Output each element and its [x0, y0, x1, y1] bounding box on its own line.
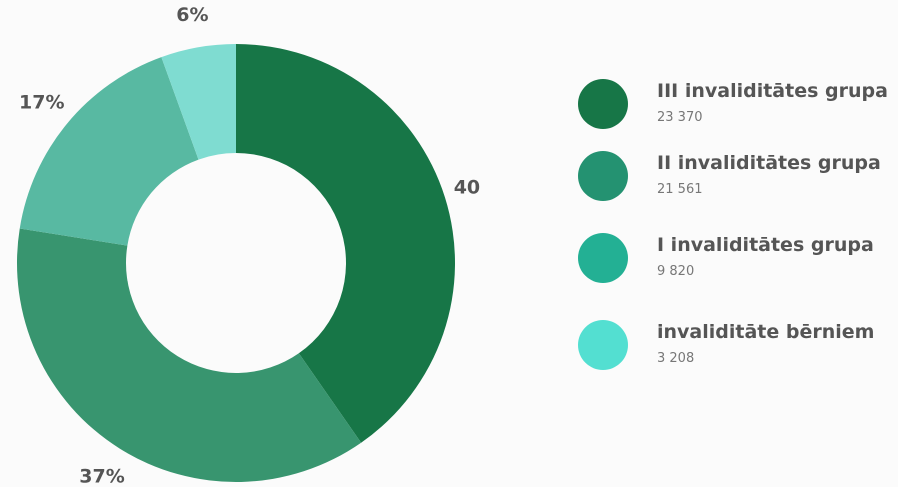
legend-value-iii-grupa: 23 370 — [657, 110, 703, 125]
legend-value-berniem: 3 208 — [657, 351, 695, 366]
legend-item-i-grupa: I invaliditātes grupa 9 820 — [578, 233, 898, 293]
percent-labels: 40% 37% 17% 6% — [19, 4, 480, 487]
donut-slices — [16, 43, 456, 482]
legend-swatch-berniem — [578, 320, 628, 370]
legend-item-berniem: invaliditāte bērniem 3 208 — [578, 320, 898, 380]
percent-label-ii-grupa: 37% — [79, 465, 124, 487]
donut-chart: 40% 37% 17% 6% — [16, 4, 480, 487]
legend-label-berniem: invaliditāte bērniem — [657, 321, 875, 343]
legend-swatch-i-grupa — [578, 233, 628, 283]
legend-label-iii-grupa: III invaliditātes grupa — [657, 80, 888, 102]
legend-value-ii-grupa: 21 561 — [657, 182, 703, 197]
donut-slice-i-grupa — [19, 57, 199, 246]
legend-swatch-ii-grupa — [578, 151, 628, 201]
donut-slice-ii-grupa — [16, 228, 362, 482]
legend-label-ii-grupa: II invaliditātes grupa — [657, 152, 881, 174]
legend-label-i-grupa: I invaliditātes grupa — [657, 234, 874, 256]
legend-item-ii-grupa: II invaliditātes grupa 21 561 — [578, 151, 898, 211]
donut-slice-berniem — [161, 44, 236, 160]
percent-label-berniem: 6% — [176, 4, 208, 26]
donut-slice-iii-grupa — [236, 43, 456, 443]
percent-label-i-grupa: 17% — [19, 91, 64, 113]
legend-swatch-iii-grupa — [578, 79, 628, 129]
legend-item-iii-grupa: III invaliditātes grupa 23 370 — [578, 79, 898, 139]
legend-value-i-grupa: 9 820 — [657, 264, 695, 279]
percent-label-iii-grupa: 40% — [454, 177, 480, 199]
legend: III invaliditātes grupa 23 370 II invali… — [578, 0, 898, 487]
